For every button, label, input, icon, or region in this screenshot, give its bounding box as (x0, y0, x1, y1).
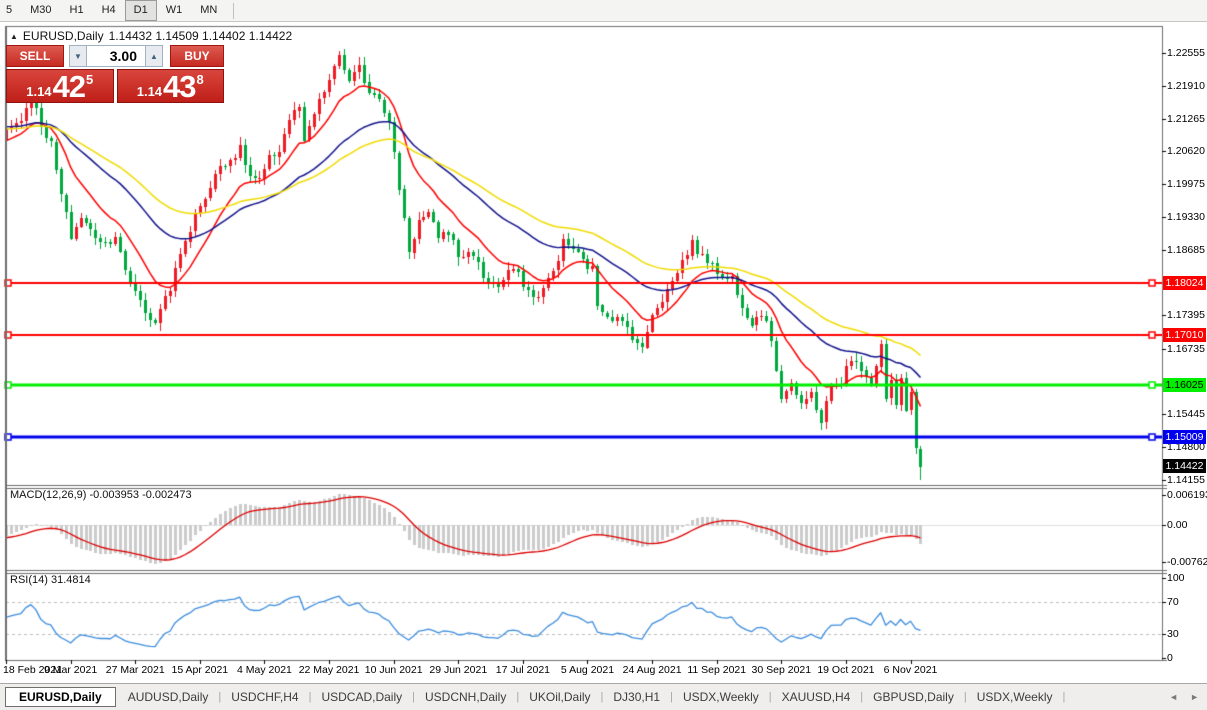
tab-usdcnh-daily[interactable]: USDCNH,Daily (424, 690, 507, 704)
timeframe-button-h4[interactable]: H4 (101, 4, 116, 16)
chart-tabs: EURUSD,Daily AUDUSD,Daily | USDCHF,H4 | USDCA… (5, 687, 1066, 707)
timeframe-button-d1[interactable]: D1 (124, 0, 157, 21)
tab-scroll-right-icon[interactable]: ► (1190, 692, 1199, 702)
timeframe-toolbar: 5 M30 H1 H4 D1 W1 MN (0, 0, 1207, 22)
tab-separator: | (308, 691, 312, 703)
sell-price-prefix: 1.14 (26, 84, 52, 99)
sell-price-sup: 5 (86, 72, 94, 87)
buy-price-big: 43 (163, 69, 196, 104)
tab-usdx-weekly[interactable]: USDX,Weekly (976, 690, 1053, 704)
tab-usdx-weekly[interactable]: USDX,Weekly (682, 690, 759, 704)
tab-separator: | (516, 691, 520, 703)
tab-ukoil-daily[interactable]: UKOil,Daily (529, 690, 591, 704)
chart-tab-bar: EURUSD,Daily AUDUSD,Daily | USDCHF,H4 | USDCA… (0, 683, 1207, 710)
timeframe-button-w1[interactable]: W1 (165, 4, 183, 16)
tab-audusd-daily[interactable]: AUDUSD,Daily (127, 690, 209, 704)
volume-increase-button[interactable]: ▲ (145, 45, 163, 67)
timeframe-buttons: 5 M30 H1 H4 D1 W1 MN (0, 0, 226, 21)
volume-input[interactable] (87, 45, 145, 67)
chart-title: ▲ EURUSD,Daily 1.14432 1.14509 1.14402 1… (10, 29, 292, 43)
tab-separator: | (218, 691, 222, 703)
sell-price-big: 42 (52, 69, 86, 104)
chart-ohlc-values: 1.14432 1.14509 1.14402 1.14422 (108, 29, 293, 43)
buy-price-display[interactable]: 1.14 43 8 (116, 69, 224, 104)
tab-gbpusd-daily[interactable]: GBPUSD,Daily (873, 690, 954, 704)
sell-price-display[interactable]: 1.14 42 5 (6, 69, 114, 103)
toolbar-separator (233, 2, 235, 19)
buy-price-sup: 8 (196, 72, 204, 87)
tab-eurusd-daily[interactable]: EURUSD,Daily (5, 687, 116, 707)
volume-stepper: ▼ ▲ (69, 45, 163, 67)
tab-separator: | (412, 691, 415, 703)
tab-separator: | (860, 691, 864, 703)
tab-xauusd-h4[interactable]: XAUUSD,H4 (781, 690, 851, 704)
tab-usdcad-daily[interactable]: USDCAD,Daily (321, 690, 403, 704)
chart-symbol: EURUSD,Daily (22, 29, 104, 43)
timeframe-button-h1[interactable]: H1 (69, 4, 84, 16)
tab-scroll-left-icon[interactable]: ◄ (1169, 692, 1179, 702)
tab-dj30-h1[interactable]: DJ30,H1 (613, 690, 661, 704)
macd-indicator-label: MACD(12,26,9) -0.003953 -0.002473 (10, 489, 192, 501)
sell-button[interactable]: SELL (6, 45, 64, 67)
tab-separator: | (963, 691, 967, 703)
timeframe-button-5[interactable]: 5 (6, 4, 13, 16)
collapse-panel-arrow-icon[interactable]: ▲ (10, 31, 18, 41)
tab-scroll-controls: ◄ ► (1169, 692, 1199, 702)
tab-separator: | (600, 691, 604, 703)
volume-decrease-button[interactable]: ▼ (69, 45, 87, 67)
tab-separator: | (670, 691, 673, 703)
tab-usdchf-h4[interactable]: USDCHF,H4 (231, 690, 299, 704)
timeframe-button-mn[interactable]: MN (200, 4, 218, 16)
buy-button[interactable]: BUY (170, 45, 224, 67)
buy-price-prefix: 1.14 (136, 84, 163, 99)
one-click-trading-panel: SELL ▼ ▲ BUY 1.14 42 5 1.14 43 8 (6, 45, 224, 103)
tab-separator: | (768, 691, 772, 703)
chart-canvas[interactable] (0, 23, 1207, 683)
timeframe-button-m30[interactable]: M30 (30, 4, 52, 16)
tab-separator: | (1062, 691, 1066, 703)
rsi-indicator-label: RSI(14) 31.4814 (10, 574, 91, 586)
